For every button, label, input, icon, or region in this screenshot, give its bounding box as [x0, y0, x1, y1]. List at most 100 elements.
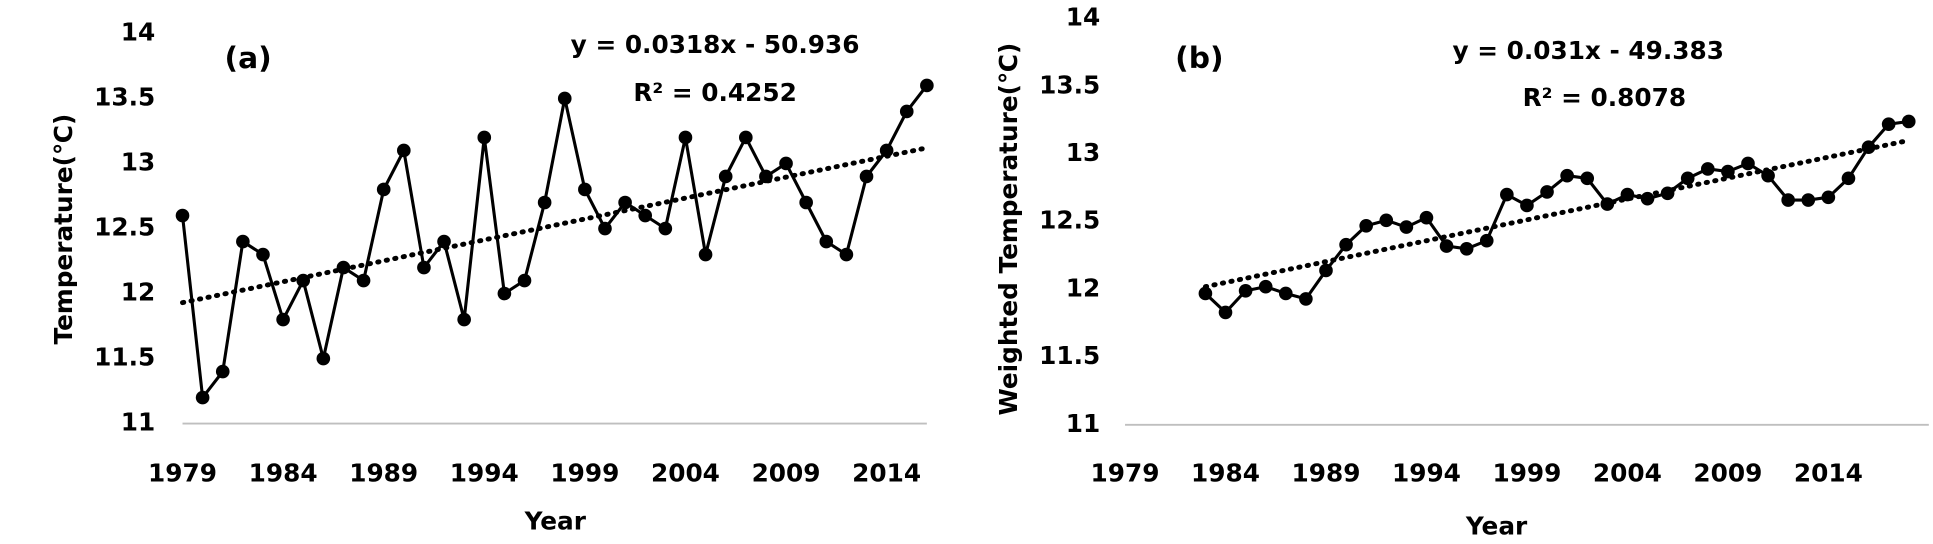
- point: [899, 104, 914, 119]
- point: [920, 78, 934, 93]
- x-tick-label: 1989: [349, 458, 418, 487]
- y-tick-label: 13: [1066, 138, 1100, 167]
- point: [638, 208, 653, 223]
- point: [1901, 114, 1916, 129]
- point: [738, 130, 753, 145]
- point: [1821, 190, 1836, 205]
- x-tick-label: 1999: [550, 458, 619, 487]
- x-tick-label: 2009: [1693, 458, 1762, 487]
- x-tick-label: 1999: [1492, 458, 1561, 487]
- point: [1640, 191, 1655, 206]
- point: [1500, 187, 1514, 202]
- point: [819, 234, 834, 249]
- point: [215, 364, 230, 379]
- point: [1520, 198, 1534, 213]
- point: [1841, 171, 1856, 186]
- point: [296, 273, 311, 288]
- point: [759, 169, 773, 184]
- point: [1379, 213, 1394, 228]
- x-tick-label: 1979: [148, 458, 217, 487]
- point: [1399, 220, 1414, 234]
- panel-label: (a): [225, 41, 272, 76]
- point: [1540, 185, 1554, 199]
- y-tick-label: 14: [1066, 3, 1100, 32]
- x-tick-label: 1984: [1191, 458, 1260, 487]
- point: [1459, 241, 1474, 256]
- point: [1359, 218, 1373, 233]
- point: [1479, 233, 1494, 248]
- x-tick-label: 2014: [852, 458, 921, 487]
- point: [1299, 292, 1313, 306]
- point: [1680, 171, 1695, 186]
- line: [1204, 119, 1909, 315]
- point: [396, 143, 411, 158]
- point: [316, 351, 331, 366]
- point: [1218, 305, 1233, 320]
- point: [457, 312, 471, 327]
- point: [1801, 193, 1816, 207]
- y-tick-label: 11.5: [94, 343, 155, 372]
- point: [1198, 286, 1213, 301]
- point: [1700, 162, 1715, 176]
- x-tick-label: 2009: [752, 458, 821, 487]
- trendline: [1202, 137, 1912, 290]
- equation: y = 0.0318x - 50.936: [571, 30, 860, 59]
- point: [175, 208, 190, 223]
- point: [779, 156, 793, 171]
- equation: y = 0.031x - 49.383: [1452, 36, 1724, 65]
- point: [195, 390, 210, 405]
- line: [180, 84, 929, 402]
- point: [1620, 187, 1635, 202]
- point: [356, 273, 371, 288]
- y-tick-label: 13: [121, 147, 155, 176]
- y-tick-label: 12: [1066, 273, 1100, 302]
- y-tick-label: 11: [121, 408, 155, 437]
- y-tick-label: 13.5: [94, 82, 155, 111]
- point: [1660, 186, 1675, 201]
- trendline: [180, 145, 930, 306]
- point: [1439, 239, 1454, 253]
- x-tick-label: 1984: [249, 458, 318, 487]
- point: [557, 91, 572, 106]
- point: [1781, 193, 1795, 207]
- point: [1278, 286, 1293, 301]
- y-tick-label: 13.5: [1039, 70, 1100, 99]
- y-tick-label: 11.5: [1039, 341, 1100, 370]
- point: [276, 312, 290, 327]
- point: [859, 169, 874, 184]
- x-tick-label: 2004: [1593, 458, 1662, 487]
- y-tick-label: 12.5: [1039, 206, 1100, 235]
- point: [839, 247, 854, 262]
- point: [417, 260, 431, 275]
- point: [1238, 283, 1253, 298]
- point: [658, 221, 673, 236]
- point: [497, 286, 512, 301]
- point: [376, 182, 391, 197]
- point: [336, 260, 351, 275]
- point: [1861, 140, 1876, 155]
- point: [1580, 171, 1595, 186]
- point: [1560, 168, 1574, 183]
- point: [437, 234, 451, 249]
- point: [598, 221, 612, 236]
- panel-label: (b): [1175, 41, 1223, 76]
- point: [517, 273, 532, 288]
- r-squared: R² = 0.8078: [1523, 83, 1686, 112]
- point: [1761, 168, 1775, 183]
- y-tick-label: 12.5: [94, 213, 155, 242]
- point: [477, 130, 492, 145]
- x-tick-label: 1989: [1292, 458, 1361, 487]
- point: [1881, 117, 1896, 132]
- x-axis-title: Year: [1465, 512, 1528, 540]
- point: [1721, 164, 1735, 179]
- y-tick-label: 11: [1066, 409, 1100, 438]
- point: [718, 169, 733, 184]
- point: [1419, 210, 1434, 225]
- point: [1741, 156, 1755, 171]
- point: [698, 247, 713, 262]
- point: [1600, 197, 1615, 211]
- point: [578, 182, 592, 197]
- point: [879, 143, 894, 158]
- r-squared: R² = 0.4252: [633, 78, 796, 107]
